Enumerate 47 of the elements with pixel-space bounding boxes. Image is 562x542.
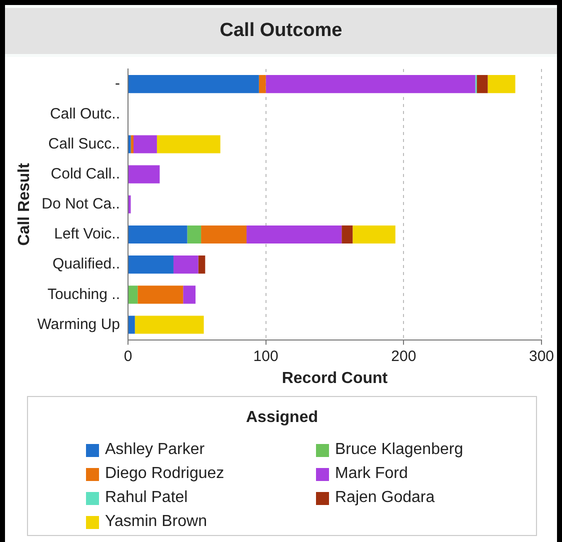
bar xyxy=(128,75,259,94)
bar xyxy=(134,135,157,154)
legend-label: Diego Rodriguez xyxy=(105,465,224,483)
y-axis-title: Call Result xyxy=(16,162,34,246)
bar xyxy=(352,225,396,244)
bar xyxy=(187,225,202,244)
bar xyxy=(258,75,266,94)
bar xyxy=(156,135,220,154)
bar xyxy=(128,286,138,304)
y-tick-label: Qualified.. xyxy=(52,256,120,273)
x-tick-label: 200 xyxy=(391,348,416,365)
y-tick-label: Call Succ.. xyxy=(48,135,120,152)
bar xyxy=(266,75,476,94)
legend-title: Assigned xyxy=(244,409,319,427)
bar xyxy=(173,256,198,274)
y-tick-label: Cold Call.. xyxy=(50,165,120,182)
bar xyxy=(198,256,206,274)
y-tick-label: - xyxy=(114,75,120,92)
bar xyxy=(134,316,204,334)
bar xyxy=(246,225,342,244)
y-tick-label: Warming Up xyxy=(37,316,120,333)
bar xyxy=(138,286,184,304)
bar xyxy=(201,225,247,244)
bar xyxy=(128,256,174,274)
bar xyxy=(488,75,516,94)
legend-label: Yasmin Brown xyxy=(105,513,207,531)
y-tick-label: Call Outc.. xyxy=(50,105,120,122)
bar xyxy=(342,225,353,244)
bar xyxy=(128,316,135,334)
bar xyxy=(128,165,160,184)
x-tick-label: 0 xyxy=(124,348,132,365)
chart-title: Call Outcome xyxy=(5,8,557,54)
y-tick-label: Do Not Ca.. xyxy=(42,196,120,213)
bar xyxy=(128,225,188,244)
y-tick-label: Touching .. xyxy=(47,286,120,303)
legend-label: Rajen Godara xyxy=(335,489,435,507)
legend-label: Bruce Klagenberg xyxy=(335,441,464,459)
x-tick-label: 300 xyxy=(528,348,554,365)
y-tick-label: Left Voic.. xyxy=(54,226,120,243)
bar xyxy=(130,135,134,154)
bar xyxy=(183,286,196,304)
legend-label: Mark Ford xyxy=(335,465,408,483)
x-tick-label: 100 xyxy=(253,348,278,365)
bar xyxy=(476,75,488,94)
legend-label: Ashley Parker xyxy=(105,441,205,459)
x-axis-title: Record Count xyxy=(282,370,388,387)
legend-label: Rahul Patel xyxy=(105,489,188,507)
